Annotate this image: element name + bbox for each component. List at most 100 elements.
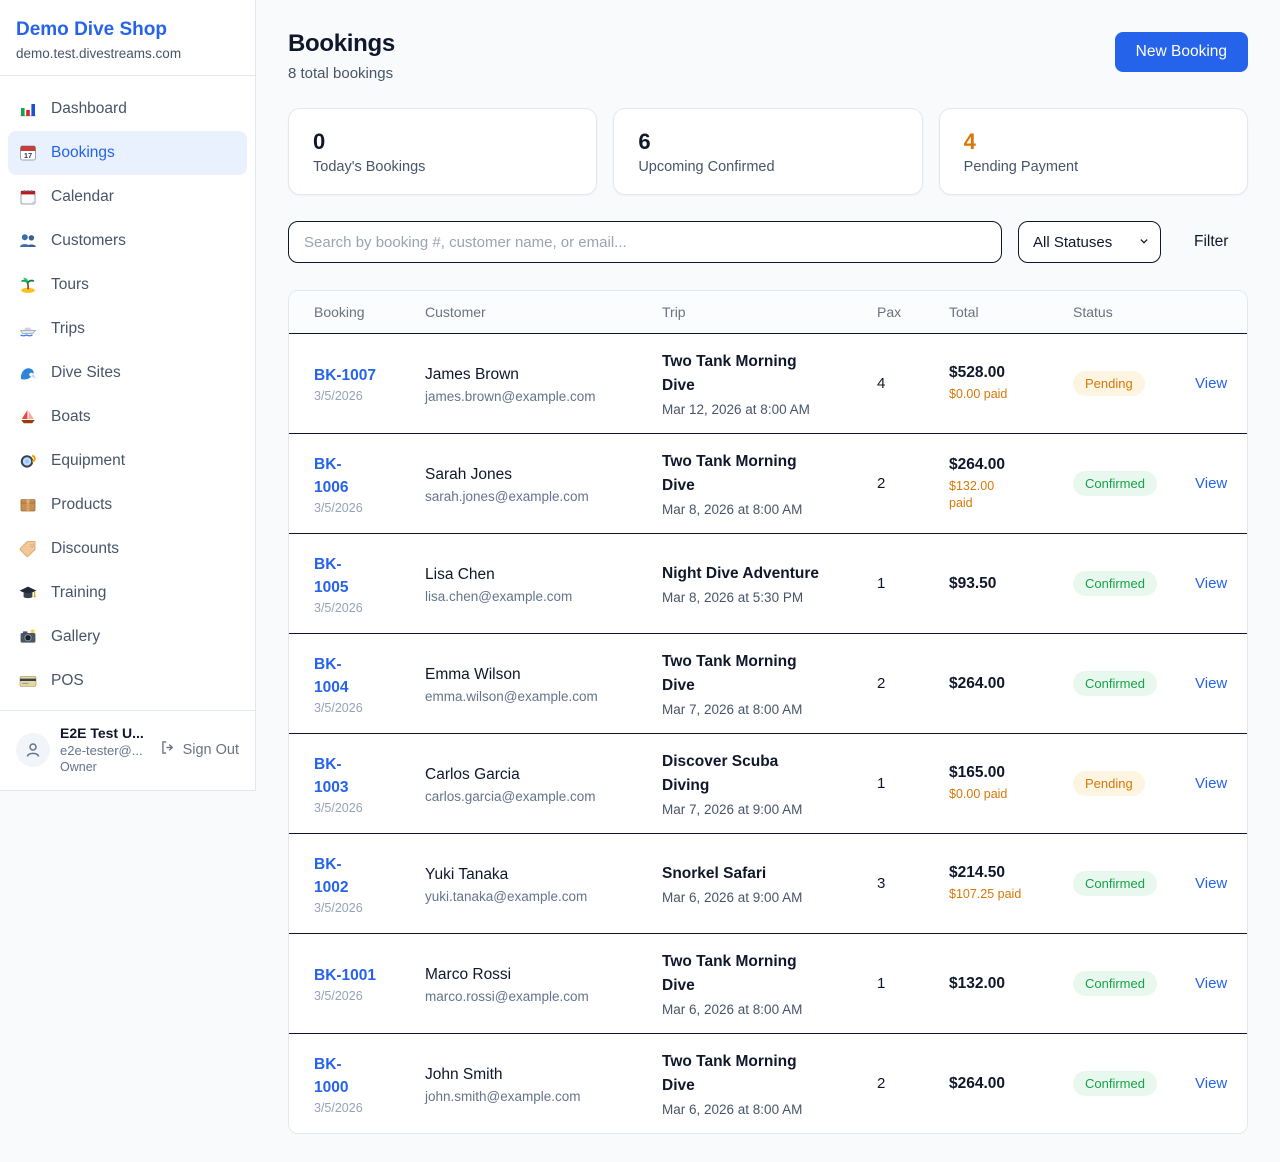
sidebar-nav: Dashboard 17 Bookings Calendar Customers: [0, 76, 255, 707]
sidebar-item-label: Dive Sites: [51, 364, 121, 381]
stat-label: Upcoming Confirmed: [638, 159, 775, 175]
status-select[interactable]: All Statuses: [1018, 221, 1161, 263]
table-row: BK- 1000 3/5/2026 John Smith john.smith@ex…: [289, 1033, 1247, 1133]
sidebar-item-label: Training: [51, 584, 107, 601]
total-amount: $264.00: [949, 674, 1006, 692]
table-row: BK-1007 3/5/2026 James Brown james.brown@e…: [289, 333, 1247, 433]
view-link[interactable]: View: [1195, 774, 1228, 792]
pax-count: 1: [877, 775, 886, 792]
column-header-booking: Booking: [314, 304, 365, 320]
booking-id-link[interactable]: BK- 1002: [314, 855, 349, 896]
svg-text:17: 17: [24, 151, 32, 160]
calendar-date-icon: 17: [18, 143, 38, 163]
trip-name: Night Dive Adventure: [662, 565, 820, 582]
booking-date: 3/5/2026: [314, 900, 363, 915]
booking-id-link[interactable]: BK- 1005: [314, 555, 349, 596]
stat-value: 0: [313, 129, 326, 154]
sidebar-item-equipment[interactable]: Equipment: [8, 439, 247, 483]
booking-id-link[interactable]: BK- 1003: [314, 755, 349, 796]
trip-name: Two Tank Morning Dive: [662, 1053, 797, 1094]
column-header-customer: Customer: [425, 304, 486, 320]
sidebar-item-gallery[interactable]: Gallery: [8, 615, 247, 659]
pax-count: 2: [877, 475, 886, 492]
sidebar-item-dashboard[interactable]: Dashboard: [8, 87, 247, 131]
new-booking-button[interactable]: New Booking: [1114, 32, 1248, 72]
pax-count: 3: [877, 875, 886, 892]
booking-id-link[interactable]: BK- 1006: [314, 455, 349, 496]
sidebar-item-boats[interactable]: Boats: [8, 395, 247, 439]
view-link[interactable]: View: [1195, 374, 1228, 392]
status-badge: Confirmed: [1073, 971, 1157, 996]
view-link[interactable]: View: [1195, 574, 1228, 592]
customer-name: Marco Rossi: [425, 965, 512, 983]
view-link[interactable]: View: [1195, 974, 1228, 992]
sidebar: Demo Dive Shop demo.test.divestreams.com…: [0, 0, 256, 791]
customer-email: sarah.jones@example.com: [425, 488, 589, 504]
page-header: Bookings 8 total bookings New Booking: [288, 30, 1248, 82]
table-row: BK- 1005 3/5/2026 Lisa Chen lisa.chen@exam…: [289, 533, 1247, 633]
booking-id-link[interactable]: BK-1007: [314, 367, 377, 384]
sidebar-item-discounts[interactable]: Discounts: [8, 527, 247, 571]
view-link[interactable]: View: [1195, 1074, 1228, 1092]
booking-id-link[interactable]: BK- 1004: [314, 655, 349, 696]
sidebar-item-label: Calendar: [51, 188, 114, 205]
booking-date: 3/5/2026: [314, 1100, 363, 1115]
credit-card-icon: [18, 671, 38, 691]
sidebar-item-tours[interactable]: Tours: [8, 263, 247, 307]
brand-domain: demo.test.divestreams.com: [16, 46, 182, 61]
status-badge: Pending: [1073, 371, 1145, 396]
stat-value: 6: [638, 129, 651, 154]
sidebar-item-label: Boats: [51, 408, 91, 425]
stat-card-upcoming-confirmed: 6 Upcoming Confirmed: [613, 108, 923, 195]
status-badge: Confirmed: [1073, 871, 1157, 896]
diving-mask-icon: [18, 451, 38, 471]
user-email: e2e-tester@...: [60, 743, 143, 758]
total-amount: $214.50: [949, 864, 1006, 881]
customer-email: lisa.chen@example.com: [425, 588, 573, 604]
brand-name: Demo Dive Shop: [16, 19, 167, 40]
filter-button[interactable]: Filter: [1194, 233, 1229, 250]
sidebar-item-label: Trips: [51, 320, 85, 337]
trip-name: Two Tank Morning Dive: [662, 353, 797, 394]
total-amount: $132.00: [949, 974, 1006, 992]
sidebar-item-training[interactable]: Training: [8, 571, 247, 615]
booking-date: 3/5/2026: [314, 989, 363, 1003]
paid-amount: $132.00 paid: [949, 478, 995, 510]
sidebar-item-label: Discounts: [51, 540, 120, 557]
view-link[interactable]: View: [1195, 674, 1228, 692]
user-name: E2E Test U...: [60, 725, 144, 741]
paid-amount: $107.25 paid: [949, 887, 1022, 901]
view-link[interactable]: View: [1195, 874, 1228, 892]
stat-card-pending-payment: 4 Pending Payment: [938, 108, 1248, 195]
search-input[interactable]: [288, 221, 1002, 263]
sidebar-item-bookings[interactable]: 17 Bookings: [8, 131, 247, 175]
customer-email: carlos.garcia@example.com: [425, 788, 596, 804]
booking-date: 3/5/2026: [314, 389, 363, 403]
booking-date: 3/5/2026: [314, 600, 363, 615]
column-header-status: Status: [1073, 304, 1113, 320]
trip-name: Discover Scuba Diving: [662, 753, 779, 794]
sidebar-item-calendar[interactable]: Calendar: [8, 175, 247, 219]
status-badge: Pending: [1073, 771, 1145, 796]
table-row: BK- 1004 3/5/2026 Emma Wilson emma.wilson@…: [289, 633, 1247, 733]
sidebar-item-products[interactable]: Products: [8, 483, 247, 527]
graduation-cap-icon: [18, 583, 38, 603]
trip-datetime: Mar 7, 2026 at 8:00 AM: [662, 702, 803, 717]
status-badge: Confirmed: [1073, 471, 1157, 496]
sidebar-item-customers[interactable]: Customers: [8, 219, 247, 263]
booking-id-link[interactable]: BK- 1000: [314, 1055, 349, 1096]
sidebar-item-pos[interactable]: POS: [8, 659, 247, 703]
total-amount: $264.00: [949, 455, 1006, 473]
column-header-trip: Trip: [662, 304, 686, 320]
sign-out-label: Sign Out: [182, 741, 239, 758]
sign-out-button[interactable]: Sign Out: [159, 739, 239, 760]
view-link[interactable]: View: [1195, 474, 1228, 492]
customer-name: Lisa Chen: [425, 565, 495, 583]
user-role: Owner: [60, 760, 97, 774]
sidebar-item-trips[interactable]: Trips: [8, 307, 247, 351]
total-amount: $165.00: [949, 764, 1006, 781]
table-row: BK-1001 3/5/2026 Marco Rossi marco.rossi@e…: [289, 933, 1247, 1033]
sidebar-item-dive-sites[interactable]: Dive Sites: [8, 351, 247, 395]
booking-id-link[interactable]: BK-1001: [314, 967, 377, 984]
